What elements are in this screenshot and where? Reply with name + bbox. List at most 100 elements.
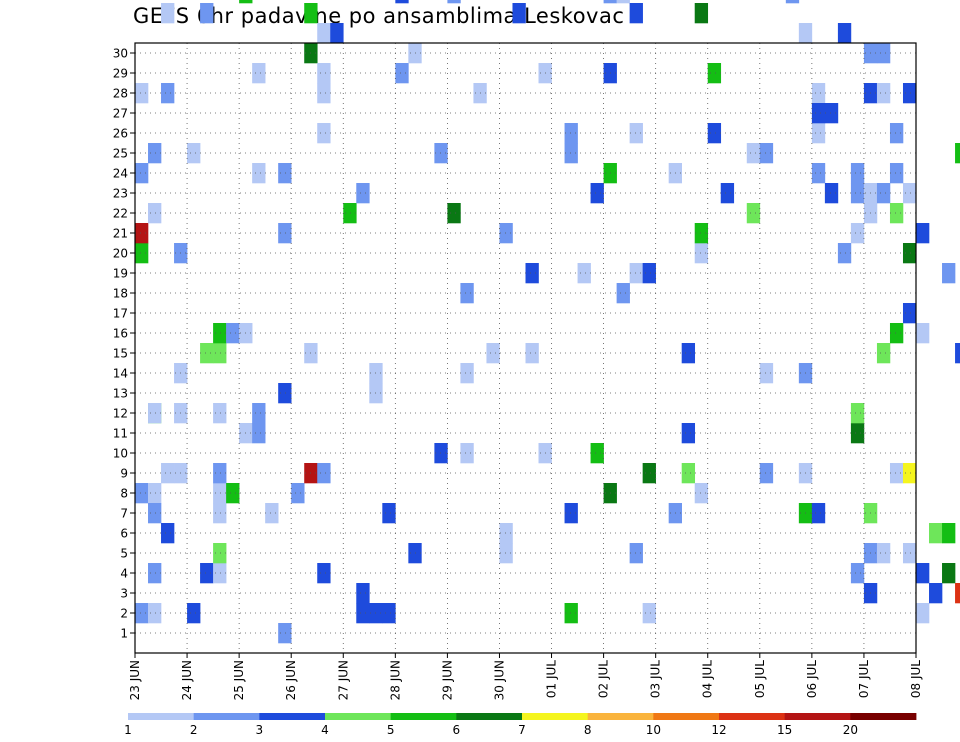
heatmap-cell [955,583,960,604]
y-tick-label: 8 [120,487,128,501]
colorbar-label: 12 [711,723,726,737]
heatmap-cell [811,163,826,184]
heatmap-cell [850,183,865,204]
heatmap-cell [317,83,331,104]
colorbar-label: 7 [518,723,526,737]
heatmap-cell [135,243,149,264]
colorbar-label: 3 [256,723,264,737]
heatmap-cell [942,563,956,584]
y-tick-label: 4 [120,567,128,581]
x-tick-label: 06 JUL [805,660,819,698]
heatmap-cell [916,563,930,584]
colorbar-swatch [456,713,523,720]
heatmap-cell [929,583,943,604]
colorbar-swatch [390,713,457,720]
heatmap-cell [902,243,917,264]
heatmap-cell [187,603,201,624]
y-tick-label: 11 [113,427,128,441]
colorbar-swatch [193,713,260,720]
heatmap-cell [434,443,448,464]
heatmap-cell [629,543,643,564]
heatmap-cell [942,263,956,284]
heatmap-cell [382,603,396,624]
heatmap-cell [681,463,696,484]
y-tick-label: 20 [113,247,128,261]
heatmap-cell [955,343,960,364]
heatmap-cell [889,323,904,344]
heatmap-cell [252,403,266,424]
x-tick-label: 05 JUL [753,660,767,698]
heatmap-cell [161,463,175,484]
heatmap-cell [213,503,227,524]
colorbar-swatch [128,713,195,720]
heatmap-cell [720,183,735,204]
heatmap-cell [629,263,643,284]
heatmap-cell [929,523,943,544]
y-tick-label: 7 [120,507,128,521]
x-tick-label: 02 JUL [597,660,611,698]
heatmap-cell [811,103,826,124]
x-tick-label: 07 JUL [857,660,871,698]
y-axis: 1234567891011121314151617181920212223242… [113,47,135,641]
heatmap-cell [317,23,331,44]
heatmap-cell [759,363,774,384]
plot-frame [134,42,917,654]
heatmap-cell [889,123,904,144]
y-tick-label: 1 [120,627,128,641]
heatmap-cell [148,203,162,224]
colorbar-swatch [653,713,720,720]
heatmap-cell [850,163,865,184]
y-tick-label: 18 [113,287,128,301]
heatmap-cell [798,23,813,44]
y-tick-label: 27 [113,107,128,121]
y-tick-label: 25 [113,147,128,161]
heatmap-cell [356,603,370,624]
heatmap-cell [942,523,956,544]
heatmap-cell [278,383,292,404]
x-tick-label: 30 JUN [492,660,506,700]
heatmap-cell [278,163,292,184]
colorbar-swatch [259,713,326,720]
heatmap-cell [265,503,279,524]
heatmap-cell [213,563,227,584]
heatmap-cell [213,323,227,344]
heatmap-cell [902,83,917,104]
heatmap-cell [213,483,227,504]
heatmap-cell [785,0,800,4]
x-tick-label: 08 JUL [909,660,923,698]
heatmap-cell [902,463,917,484]
heatmap-cell [317,63,331,84]
colorbar-swatch [522,713,589,720]
heatmap-cell [564,143,578,164]
colorbar-label: 10 [646,723,661,737]
y-tick-label: 6 [120,527,128,541]
heatmap-cell [135,163,149,184]
heatmap-cell [200,3,214,24]
y-tick-label: 14 [113,367,128,381]
heatmap-cell [213,543,227,564]
heatmap-cell [187,143,201,164]
x-axis: 23 JUN 24 JUN 25 JUN 26 JUN 27 JUN 28 JUN 29 J… [128,653,923,700]
heatmap-cell [746,143,761,164]
heatmap-cell [694,243,709,264]
heatmap-cell [252,63,266,84]
heatmap-cell [811,83,826,104]
heatmap-cell [512,3,526,24]
heatmap-cell [642,463,656,484]
heatmap-cell [707,63,722,84]
heatmap-cell [356,183,370,204]
heatmap-cell [876,543,891,564]
heatmap-cell [564,603,578,624]
heatmap-cell [850,423,865,444]
x-tick-label: 24 JUN [180,660,194,700]
colorbar-label: 2 [190,723,198,737]
heatmap-cell [161,83,175,104]
heatmap-cell [837,243,852,264]
heatmap-cell [811,123,826,144]
heatmap-cell [694,483,709,504]
heatmap-cell [161,523,175,544]
heatmap-cell [148,143,162,164]
heatmap-cell [317,563,331,584]
y-tick-label: 28 [113,87,128,101]
